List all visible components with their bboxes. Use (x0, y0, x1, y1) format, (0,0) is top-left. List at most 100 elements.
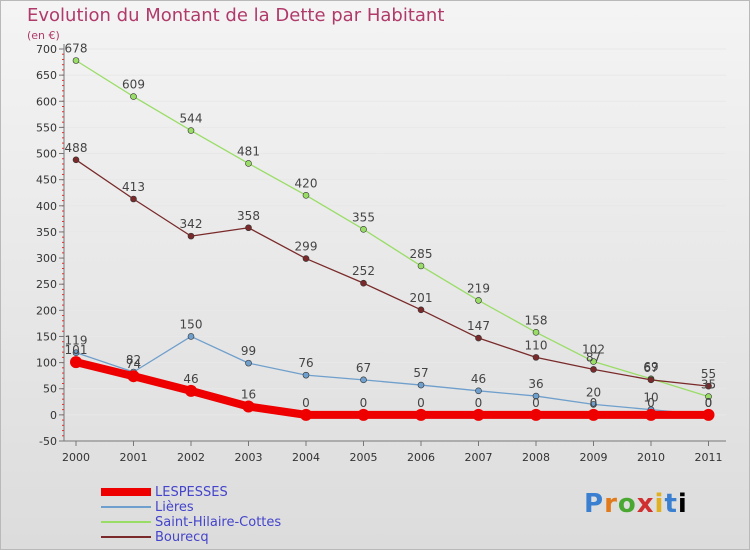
data-point (130, 93, 137, 100)
data-label: 67 (643, 361, 658, 375)
data-point (300, 408, 312, 421)
data-label: 102 (582, 343, 605, 357)
x-tick-label: 2005 (350, 451, 378, 464)
data-label: 219 (467, 281, 490, 295)
data-point (302, 371, 310, 379)
series-line (75, 335, 710, 416)
data-label: 74 (126, 357, 141, 371)
legend-swatch-lespesses (101, 488, 151, 496)
data-label: 299 (295, 240, 318, 254)
data-point (530, 408, 542, 421)
data-point (702, 408, 715, 421)
data-point (245, 160, 252, 167)
data-label: 147 (467, 319, 490, 333)
data-label: 252 (352, 264, 375, 278)
data-point (587, 408, 600, 421)
y-tick-label: 450 (36, 174, 57, 187)
data-point (187, 333, 195, 340)
chart-unit: (en €) (27, 29, 60, 42)
data-label: 201 (410, 291, 433, 305)
data-point (72, 349, 80, 356)
legend-swatch-bourecq (101, 536, 151, 538)
series-line (72, 358, 713, 419)
data-label: 35 (701, 378, 716, 392)
data-label: 0 (705, 396, 713, 410)
data-label: 358 (237, 209, 260, 223)
data-label: 76 (298, 356, 313, 370)
data-point (590, 401, 597, 408)
y-tick-label: 0 (50, 409, 57, 422)
data-point (302, 255, 310, 262)
data-label: 82 (126, 353, 141, 367)
x-tick-label: 2001 (120, 451, 148, 464)
data-point (360, 226, 367, 233)
data-point (645, 408, 657, 421)
data-label: 101 (65, 343, 88, 357)
data-point (417, 306, 425, 314)
data-point (360, 376, 367, 384)
data-label: 69 (643, 360, 658, 374)
data-label: 544 (180, 112, 203, 126)
data-label: 0 (532, 396, 540, 410)
chart-title: Evolution du Montant de la Dette par Hab… (27, 5, 445, 26)
legend-label: Saint-Hilaire-Cottes (155, 515, 282, 530)
legend-swatch-lieres (101, 506, 151, 508)
y-tick-label: 250 (36, 278, 57, 291)
data-label: 10 (643, 391, 658, 405)
y-tick-label: 50 (43, 383, 57, 396)
legend-label: Lières (155, 500, 194, 515)
data-point (130, 195, 137, 203)
x-tick-label: 2010 (637, 451, 665, 464)
y-tick-label: 300 (36, 252, 57, 265)
data-point (127, 370, 140, 383)
data-label: 0 (417, 396, 425, 410)
x-tick-label: 2007 (465, 451, 493, 464)
data-point (532, 392, 540, 400)
data-label: 0 (360, 396, 368, 410)
data-label: 99 (241, 344, 256, 358)
x-tick-label: 2006 (407, 451, 435, 464)
data-point (705, 382, 712, 390)
x-tick-label: 2008 (522, 451, 550, 464)
data-label: 413 (122, 180, 145, 194)
data-point (357, 408, 370, 421)
legend-label: LESPESSES (155, 485, 228, 500)
data-point (245, 359, 252, 367)
data-label: 0 (705, 396, 713, 410)
legend-swatch-saint-hilaire-cottes (101, 521, 151, 523)
data-point (70, 356, 82, 369)
x-tick-label: 2000 (62, 451, 90, 464)
data-point (360, 279, 367, 287)
y-tick-label: 700 (36, 43, 57, 56)
data-label: 57 (413, 366, 428, 380)
y-tick-label: 550 (36, 121, 57, 134)
data-point (475, 297, 482, 304)
data-label: 110 (525, 338, 548, 352)
data-label: 55 (701, 367, 716, 381)
axes: -500501001502002503003504004505005506006… (36, 43, 726, 464)
data-point (72, 156, 80, 164)
data-point (415, 408, 427, 421)
proxiti-logo: Proxiti (584, 489, 688, 519)
data-point (705, 393, 712, 400)
series-line (75, 59, 710, 398)
y-tick-label: 200 (36, 304, 57, 317)
x-tick-label: 2003 (235, 451, 263, 464)
data-point (590, 366, 597, 373)
data-label: 36 (528, 377, 543, 391)
data-label: 158 (525, 313, 548, 327)
x-tick-label: 2002 (177, 451, 205, 464)
data-point (242, 400, 255, 413)
data-label: 609 (122, 78, 145, 92)
data-label: 150 (180, 317, 203, 331)
data-label: 0 (590, 396, 598, 410)
x-tick-label: 2009 (580, 451, 608, 464)
data-point (187, 127, 195, 134)
data-point (532, 354, 540, 361)
series-layer (70, 57, 715, 421)
x-tick-label: 2011 (695, 451, 723, 464)
series-line (75, 159, 710, 387)
